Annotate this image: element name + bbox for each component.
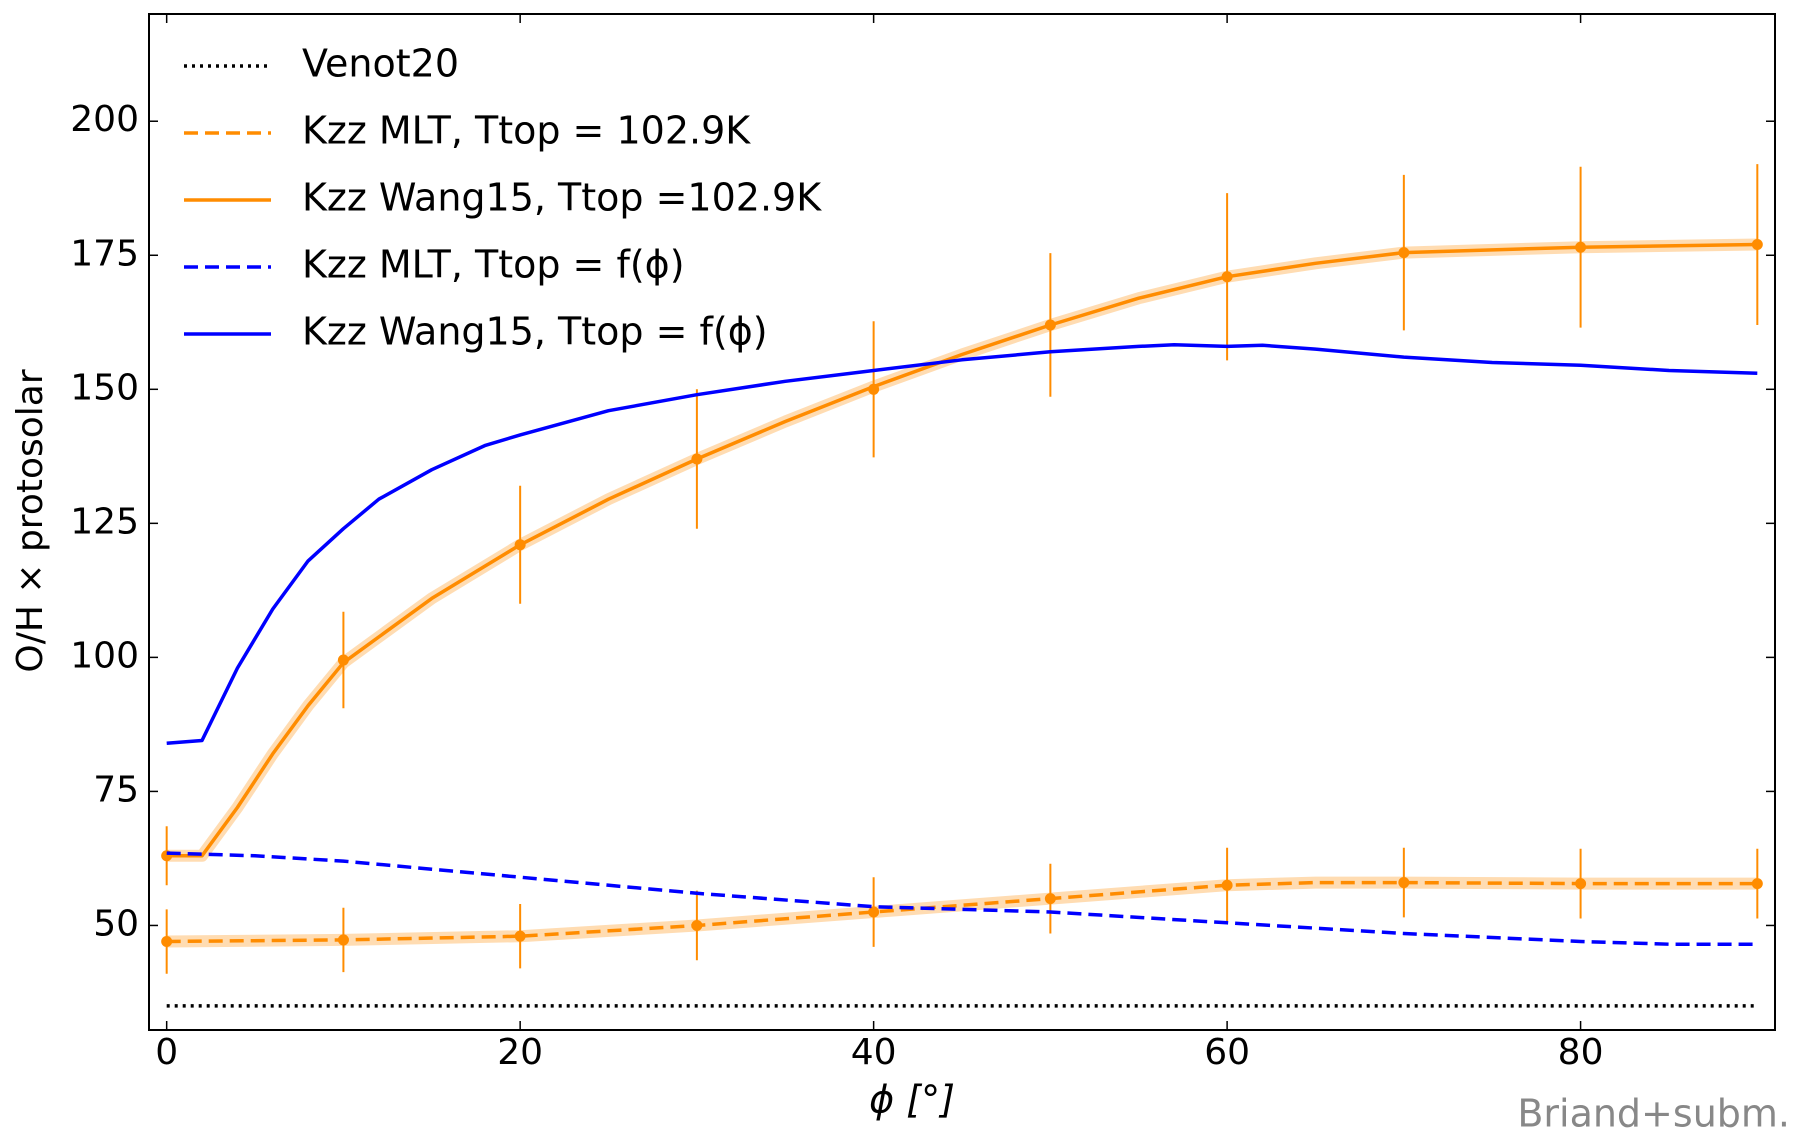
y-tick-label: 175 — [70, 233, 139, 274]
legend-label: Kzz MLT, Ttop = 102.9K — [302, 109, 751, 153]
point — [868, 906, 880, 918]
point — [1221, 879, 1233, 891]
x-tick-label: 80 — [1558, 1032, 1604, 1073]
y-tick-label: 100 — [70, 635, 139, 676]
point — [1044, 319, 1056, 331]
x-tick-label: 60 — [1204, 1032, 1250, 1073]
x-tick-label: 0 — [155, 1032, 178, 1073]
point — [1398, 877, 1410, 889]
y-tick-label: 50 — [93, 903, 139, 944]
point — [1221, 271, 1233, 283]
plot-frame — [148, 13, 1776, 1031]
x-tick-label: 20 — [497, 1032, 543, 1073]
y-tick-label: 75 — [93, 769, 139, 810]
legend-label: Kzz MLT, Ttop = f(ϕ) — [302, 243, 685, 287]
point — [337, 654, 349, 666]
y-tick-label: 150 — [70, 367, 139, 408]
point — [1751, 878, 1763, 890]
x-axis-label: ϕ [°] — [869, 1078, 955, 1122]
point — [1398, 247, 1410, 259]
point — [691, 919, 703, 931]
credit: Briand+subm. — [1517, 1092, 1790, 1135]
point — [868, 383, 880, 395]
y-tick-label: 125 — [70, 501, 139, 542]
point — [1575, 878, 1587, 890]
line — [166, 242, 1758, 858]
point — [514, 539, 526, 551]
line — [166, 851, 1758, 946]
point — [1751, 239, 1763, 251]
point — [337, 934, 349, 946]
point — [1575, 241, 1587, 253]
y-tick-label: 200 — [70, 99, 139, 140]
x-tick-label: 40 — [851, 1032, 897, 1073]
point — [1044, 893, 1056, 905]
legend-label: Kzz Wang15, Ttop = f(ϕ) — [302, 310, 768, 354]
point — [691, 453, 703, 465]
legend-label: Kzz Wang15, Ttop =102.9K — [302, 176, 822, 220]
y-axis-label: O/H × protosolar — [10, 369, 51, 672]
point — [514, 930, 526, 942]
point — [161, 936, 173, 948]
line-band — [166, 876, 1758, 948]
line — [166, 343, 1758, 745]
legend-label: Venot20 — [302, 42, 459, 86]
